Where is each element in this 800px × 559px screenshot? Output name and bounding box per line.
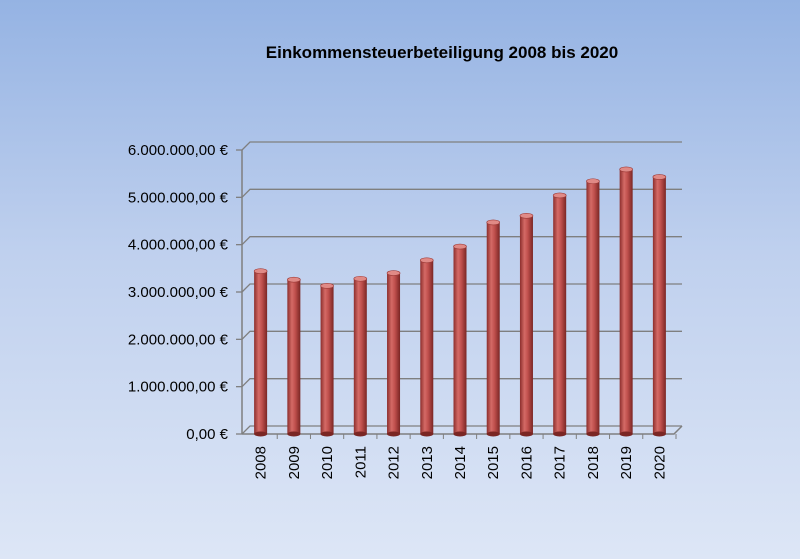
x-tick-label: 2016 (518, 446, 535, 479)
y-tick-label: 4.000.000,00 € (128, 237, 229, 254)
x-tick-label: 2019 (618, 446, 635, 479)
gridline (241, 188, 682, 198)
gridline (241, 141, 682, 151)
x-tick-label: 2018 (585, 446, 602, 479)
bar (519, 212, 534, 437)
y-tick-label: 3.000.000,00 € (128, 284, 229, 301)
y-tick-label: 6.000.000,00 € (128, 142, 229, 159)
gridline (241, 425, 682, 435)
bars (253, 166, 667, 437)
y-tick-label: 5.000.000,00 € (128, 189, 229, 206)
y-tick-label: 0,00 € (186, 426, 228, 443)
x-tick-label: 2020 (651, 446, 668, 479)
x-tick-label: 2010 (319, 446, 336, 479)
x-axis-line (242, 425, 683, 435)
bar (353, 275, 368, 437)
bar (586, 178, 600, 437)
x-tick-label: 2008 (253, 446, 270, 479)
gridline (241, 378, 682, 388)
y-axis-tick-labels: 0,00 € 1.000.000,00 € 2.000.000,00 € 3.000.… (128, 142, 229, 443)
x-axis-tick-labels: 2008 2009 2010 2011 2012 2013 2014 2015 2016 2017… (253, 446, 669, 479)
x-tick-label: 2013 (419, 446, 436, 479)
y-tick-label: 2.000.000,00 € (128, 331, 229, 348)
bar (320, 283, 334, 437)
y-tick-label: 1.000.000,00 € (128, 379, 229, 396)
bar (253, 268, 268, 437)
bar (287, 276, 301, 437)
bar (619, 166, 633, 437)
axes (236, 149, 683, 439)
gridline (241, 283, 682, 293)
grid-lines (241, 141, 682, 435)
x-tick-label: 2014 (452, 446, 469, 479)
bar (652, 174, 667, 437)
x-tick-label: 2015 (485, 446, 502, 479)
bar (552, 192, 567, 437)
gridline (241, 330, 682, 340)
x-tick-label: 2012 (386, 446, 403, 479)
x-tick-label: 2017 (552, 446, 569, 479)
gridline (241, 236, 682, 246)
x-tick-label: 2011 (352, 446, 369, 478)
x-tick-label: 2009 (286, 446, 303, 479)
bar (486, 219, 501, 437)
bar (453, 243, 467, 437)
bar (386, 270, 401, 437)
chart-title: Einkommensteuerbeteiligung 2008 bis 2020 (266, 43, 618, 62)
bar (419, 257, 434, 437)
